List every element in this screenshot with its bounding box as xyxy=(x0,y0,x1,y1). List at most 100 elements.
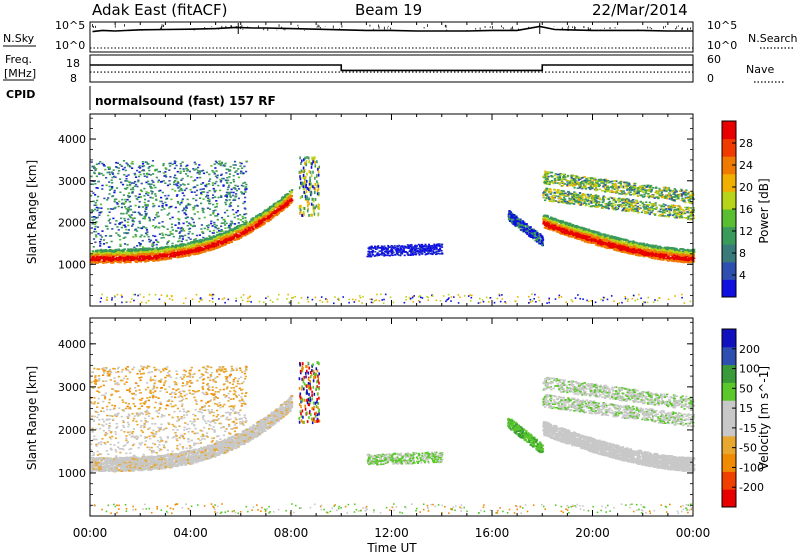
morning-patch-cell xyxy=(126,163,129,166)
morning-patch-cell xyxy=(149,174,152,176)
morning-patch-cell xyxy=(95,204,98,206)
morning-layer-cell xyxy=(275,211,278,214)
morning-layer-cell xyxy=(163,255,166,258)
morning-layer-cell xyxy=(166,252,170,254)
morning-patch-cell xyxy=(113,191,116,194)
morning-patch-cell xyxy=(220,225,223,228)
morning-patch-cell xyxy=(162,180,165,182)
midrange-cell xyxy=(397,249,400,251)
sporadic-cell xyxy=(313,199,315,203)
midrange-cell xyxy=(419,244,422,246)
sporadic-cell xyxy=(298,170,301,174)
morning-patch-cell xyxy=(134,173,137,176)
morning-patch-cell xyxy=(222,222,225,224)
morning-layer-cell xyxy=(281,203,284,205)
midrange-cell xyxy=(414,245,417,248)
morning-patch-cell xyxy=(124,206,127,208)
morning-patch-cell xyxy=(160,181,163,183)
morning-patch-cell xyxy=(114,176,117,179)
morning-patch-cell xyxy=(130,214,133,216)
morning-patch-cell xyxy=(162,236,165,239)
morning-patch-cell xyxy=(192,197,195,200)
sporadic-cell xyxy=(308,182,311,186)
morning-layer-cell xyxy=(156,256,159,259)
cpid-text: normalsound (fast) 157 RF xyxy=(95,94,276,108)
evening-streak-cell xyxy=(525,228,528,230)
morning-layer-cell xyxy=(235,233,239,236)
morning-patch-cell xyxy=(106,171,109,174)
morning-layer-cell xyxy=(99,255,102,258)
morning-patch-cell xyxy=(154,186,157,189)
evening-streak-cell xyxy=(528,231,531,234)
morning-layer-cell xyxy=(166,249,169,251)
morning-patch-cell xyxy=(212,229,215,232)
morning-layer-cell xyxy=(214,239,217,242)
morning-layer-cell xyxy=(194,247,198,250)
morning-patch-cell xyxy=(241,192,244,195)
morning-layer-cell xyxy=(217,243,220,246)
morning-patch-cell xyxy=(157,215,160,218)
evening-streak-cell xyxy=(536,239,539,242)
morning-layer-cell xyxy=(159,249,162,252)
morning-patch-cell xyxy=(240,191,243,193)
morning-layer-cell xyxy=(137,248,140,251)
morning-layer-cell xyxy=(272,208,275,211)
midrange-cell xyxy=(390,248,393,250)
morning-layer-cell xyxy=(97,254,100,256)
morning-layer-cell xyxy=(139,250,142,253)
morning-patch-cell xyxy=(161,234,164,236)
morning-layer-cell xyxy=(257,220,261,223)
morning-patch-cell xyxy=(91,183,94,186)
morning-patch-cell xyxy=(137,211,140,214)
evening-streak-cell xyxy=(538,236,541,239)
morning-patch-cell xyxy=(241,217,245,220)
morning-patch-cell xyxy=(102,163,105,166)
morning-layer-cell xyxy=(265,220,269,223)
morning-layer-cell xyxy=(251,221,254,224)
morning-patch-cell xyxy=(94,169,97,171)
morning-patch-cell xyxy=(232,180,236,183)
morning-layer-cell xyxy=(115,249,119,252)
morning-patch-cell xyxy=(208,173,211,176)
morning-patch-cell xyxy=(223,165,227,167)
morning-patch-cell xyxy=(129,188,133,191)
morning-layer-cell xyxy=(161,247,164,249)
morning-patch-cell xyxy=(167,194,170,197)
evening-layer-cell xyxy=(603,233,607,236)
morning-patch-cell xyxy=(198,164,201,166)
morning-patch-cell xyxy=(228,224,231,227)
morning-patch-cell xyxy=(196,211,199,213)
morning-patch-cell xyxy=(167,240,170,242)
morning-patch-cell xyxy=(117,229,120,231)
morning-patch-cell xyxy=(100,211,103,213)
morning-patch-cell xyxy=(169,218,172,220)
morning-layer-cell xyxy=(221,245,224,247)
morning-patch-cell xyxy=(162,164,165,167)
sporadic-cell xyxy=(312,160,314,164)
morning-layer-cell xyxy=(249,220,252,223)
midrange-cell xyxy=(416,250,418,253)
morning-layer-cell xyxy=(129,261,132,264)
morning-patch-cell xyxy=(106,228,109,230)
morning-layer-cell xyxy=(201,248,204,251)
morning-patch-cell xyxy=(134,228,137,231)
midrange-cell xyxy=(371,249,374,252)
evening-layer-cell xyxy=(603,241,607,244)
cpid-label: CPID xyxy=(6,88,35,101)
morning-layer-cell xyxy=(265,208,269,211)
morning-layer-cell xyxy=(248,231,251,234)
morning-patch-cell xyxy=(94,194,97,196)
midrange-cell xyxy=(401,251,404,253)
morning-layer-cell xyxy=(126,255,130,258)
morning-patch-cell xyxy=(96,216,99,219)
morning-patch-cell xyxy=(226,176,229,179)
sporadic-cell xyxy=(311,158,314,162)
midrange-cell xyxy=(375,247,378,250)
morning-patch-cell xyxy=(151,191,154,193)
morning-layer-cell xyxy=(201,243,204,246)
morning-patch-cell xyxy=(178,237,181,240)
morning-layer-cell xyxy=(144,259,147,262)
morning-patch-cell xyxy=(197,166,200,169)
morning-patch-cell xyxy=(179,167,182,170)
morning-patch-cell xyxy=(180,240,183,243)
